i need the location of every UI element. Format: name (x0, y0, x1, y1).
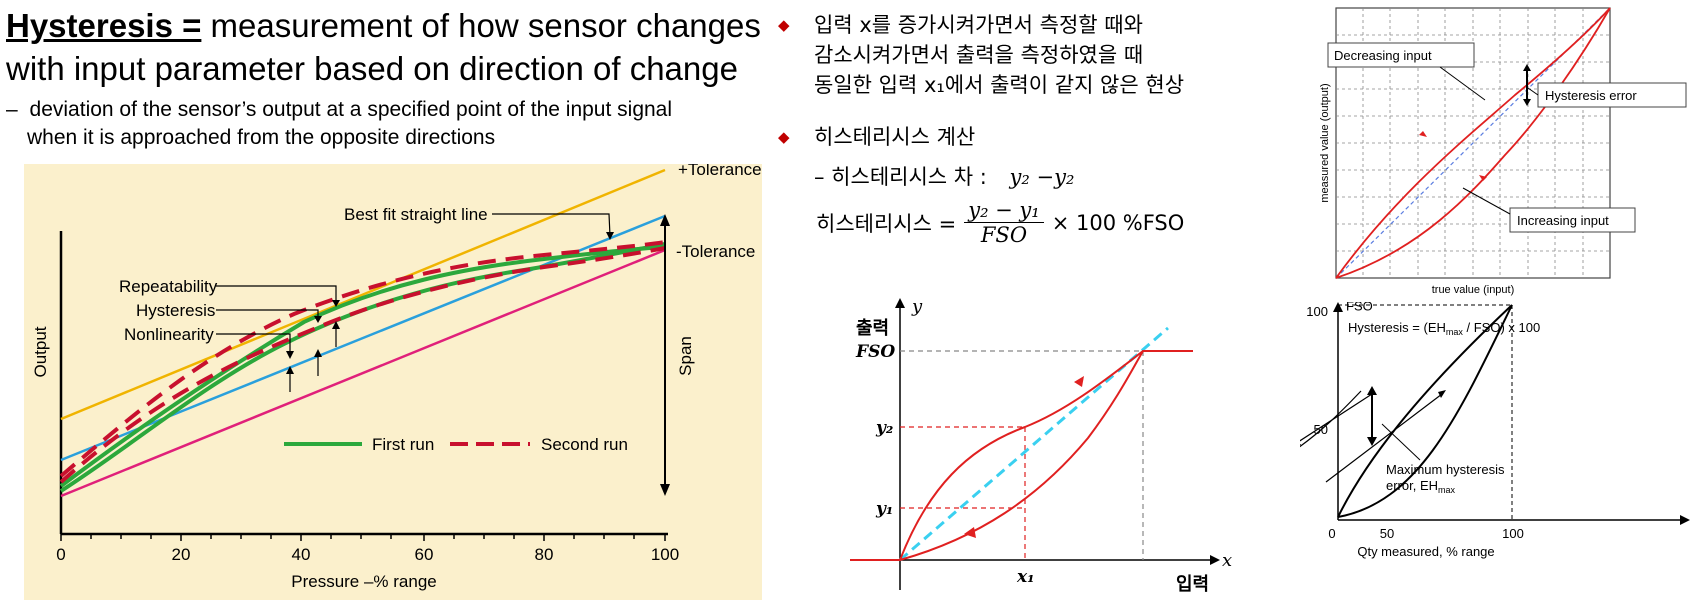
hysteresis-error-label: Hysteresis error (1545, 88, 1637, 103)
minus-tolerance-line (60, 248, 666, 498)
best-fit-label: Best fit straight line (344, 205, 488, 224)
formula-numerator: y₂ − y₁ (964, 198, 1044, 223)
chart1-xtick: 0 (56, 545, 65, 564)
bullet-icon: ◆ (778, 16, 790, 34)
chart2-x1-label: x₁ (1016, 567, 1035, 587)
first-run-lower-curve (59, 245, 666, 488)
bullet1-line3: 동일한 입력 x₁에서 출력이 같지 않은 현상 (814, 73, 1185, 97)
chart4-increasing-curve (1337, 304, 1513, 518)
chart4-xtick-0: 0 (1328, 526, 1335, 541)
bullet-icon: ◆ (778, 128, 790, 146)
chart4-xtick-50-visible: 50 (1380, 526, 1394, 541)
chart1-xtick: 40 (292, 545, 311, 564)
bullet1-line2: 감소시켜가면서 출력을 측정하였을 때 (814, 43, 1144, 67)
ehmax-hysteresis-chart: FSO 100 50 0 50 50 100 Qty measured, % r… (1300, 302, 1690, 559)
chart4-annotation-line2: error, EHmax (1386, 478, 1456, 495)
chart2-y-axis-letter: y (911, 298, 923, 317)
chart4-annotation-line1: Maximum hysteresis (1386, 462, 1505, 477)
decreasing-leader (1439, 66, 1486, 101)
page-title: Hysteresis = measurement of how sensor c… (6, 4, 761, 90)
chart1-xtick: 20 (172, 545, 191, 564)
plus-tolerance-line (60, 168, 666, 421)
subtitle-line1: deviation of the sensor’s output at a sp… (29, 98, 673, 121)
chart1-x-ticks (60, 534, 666, 541)
subtitle-dash: – (6, 98, 18, 121)
formula-fraction: y₂ − y₁ FSO (964, 198, 1044, 247)
chart1-background (24, 164, 762, 600)
diff-label: – 히스테리시스 차 : (814, 165, 987, 189)
chart4-xtick-100: 100 (1502, 526, 1524, 541)
chart3-y-axis-label: measured value (output) (1319, 83, 1331, 202)
hysteresis-tolerance-chart: 0 20 40 60 80 100 Pressure –% range Outp… (24, 164, 762, 600)
diff-expr: y₂ −y₂ (1009, 165, 1075, 189)
chart3-decreasing-curve (1335, 7, 1611, 279)
bullet2-text: 히스테리시스 계산 (814, 125, 976, 149)
nonlinearity-label: Nonlinearity (124, 325, 214, 344)
formula-lhs: 히스테리시스 = (816, 211, 957, 236)
chart1-xtick: 80 (535, 545, 554, 564)
increasing-leader (1462, 187, 1511, 215)
span-label: Span (676, 336, 695, 376)
chart1-x-tick-labels: 0 20 40 60 80 100 (56, 545, 679, 564)
second-run-upper-curve (59, 240, 666, 478)
chart2-y1-label: y₁ (875, 499, 893, 519)
minus-tolerance-label: -Tolerance (676, 242, 755, 261)
plus-tolerance-label: +Tolerance (678, 164, 762, 179)
increasing-input-label: Increasing input (1517, 213, 1609, 228)
chart4-decreasing-curve (1337, 304, 1513, 518)
repeatability-label: Repeatability (119, 277, 218, 296)
chart1-xtick: 100 (651, 545, 679, 564)
chart1-xtick: 60 (415, 545, 434, 564)
title-keyword: Hysteresis = (6, 7, 202, 44)
chart3-x-axis-label: true value (input) (1432, 284, 1515, 296)
chart2-y-word: 출력 (856, 318, 889, 339)
bullet-1: ◆ 입력 x를 증가시켜가면서 측정할 때와 감소시켜가면서 출력을 측정하였을… (778, 10, 1298, 100)
bullet1-line1: 입력 x를 증가시켜가면서 측정할 때와 (814, 13, 1143, 37)
chart2-x-word: 입력 (1176, 573, 1209, 595)
title-rest: measurement of how sensor changes (201, 7, 761, 44)
chart2-x-axis-letter: x (1222, 550, 1232, 571)
chart2-decreasing-curve (899, 350, 1144, 561)
subtitle: – deviation of the sensor’s output at a … (6, 96, 672, 152)
title-line2: with input parameter based on direction … (6, 50, 738, 87)
chart4-formula: Hysteresis = (EHmax / FSO) x 100 (1348, 320, 1540, 337)
chart2-increasing-arrow (964, 527, 976, 538)
fso-hysteresis-chart: y x 출력 입력 FSO y₂ y₁ x₁ (850, 298, 1232, 595)
hysteresis-error-chart: Decreasing input Hysteresis error Increa… (1319, 7, 1687, 296)
chart4-increasing-arrow (1325, 393, 1443, 483)
hysteresis-formula: 히스테리시스 = y₂ − y₁ FSO × 100 %FSO (778, 198, 1298, 247)
decreasing-input-label: Decreasing input (1334, 48, 1432, 63)
legend-second-run-label: Second run (541, 435, 628, 454)
chart4-fso-label: FSO (1346, 302, 1373, 314)
chart1-x-axis-label: Pressure –% range (291, 572, 437, 591)
chart2-decreasing-arrow (1074, 376, 1084, 387)
legend-first-run-label: First run (372, 435, 434, 454)
chart4-x-axis-label: Qty measured, % range (1357, 544, 1494, 559)
hysteresis-difference: – 히스테리시스 차 : y₂ −y₂ (778, 162, 1298, 192)
hysteresis-label: Hysteresis (136, 301, 215, 320)
chart4-ytick-100: 100 (1306, 304, 1328, 319)
bullet-2: ◆ 히스테리시스 계산 (778, 122, 1298, 152)
chart2-fso-label: FSO (855, 342, 895, 362)
chart3-ideal-line (1335, 7, 1611, 279)
chart1-y-axis-label: Output (31, 326, 50, 377)
increasing-callout-box (1509, 207, 1636, 233)
formula-denominator: FSO (980, 223, 1028, 247)
chart2-y2-label: y₂ (875, 418, 893, 438)
error-callout-box (1537, 82, 1687, 108)
chart3-increasing-curve (1335, 7, 1611, 279)
korean-explanation: ◆ 입력 x를 증가시켜가면서 측정할 때와 감소시켜가면서 출력을 측정하였을… (778, 10, 1298, 247)
subtitle-line2: when it is approached from the opposite … (27, 126, 496, 149)
second-run-lower-curve (59, 246, 666, 484)
decreasing-callout-box (1327, 42, 1475, 68)
formula-rhs: × 100 %FSO (1051, 210, 1185, 235)
chart2-increasing-curve (850, 350, 1193, 561)
